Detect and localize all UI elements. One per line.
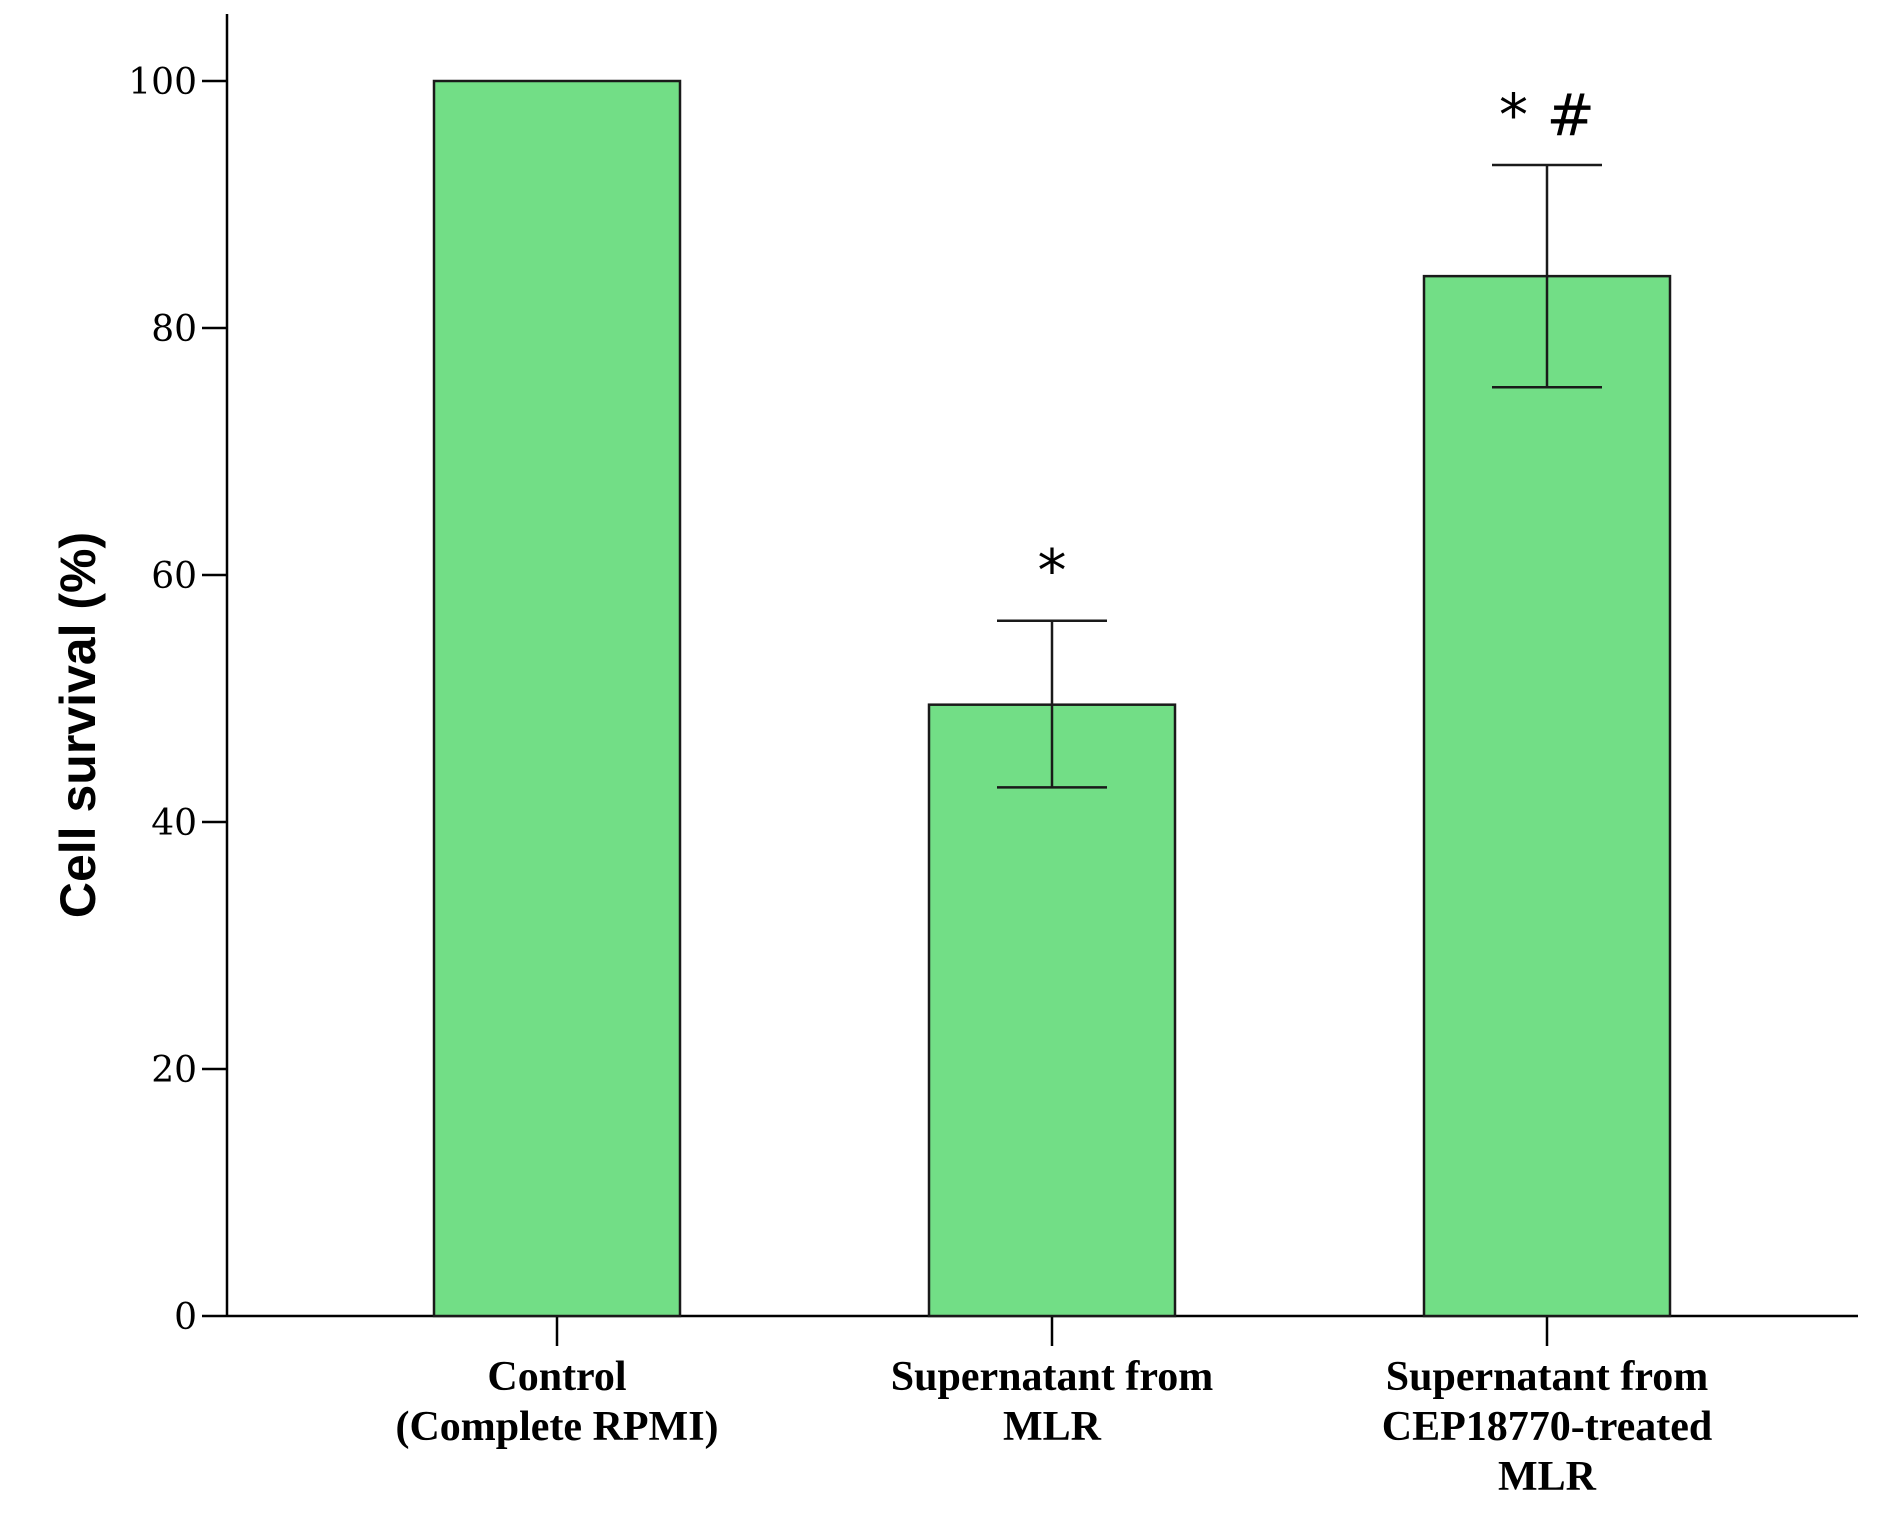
y-tick-label: 80 — [151, 309, 197, 350]
y-axis-title: Cell survival (%) — [50, 532, 106, 918]
bar — [432, 79, 682, 1318]
bar — [927, 703, 1177, 1318]
x-tick-label: Supernatant from — [1386, 1354, 1708, 1400]
x-tick-label: (Complete RPMI) — [395, 1404, 718, 1450]
y-tick-label: 0 — [174, 1297, 197, 1338]
y-tick-label: 20 — [151, 1050, 197, 1091]
y-tick-label: 100 — [128, 62, 197, 103]
labels-layer: Control(Complete RPMI)Supernatant fromML… — [395, 81, 1712, 1500]
bars-layer — [432, 79, 1672, 1318]
y-tick-label: 60 — [151, 556, 197, 597]
significance-annotation: * — [1038, 537, 1067, 605]
bar — [1422, 274, 1672, 1318]
y-tick-label: 40 — [151, 803, 197, 844]
x-tick-label: CEP18770-treated — [1382, 1404, 1712, 1450]
significance-annotation: * # — [1499, 81, 1595, 149]
x-tick-label: MLR — [1003, 1404, 1102, 1450]
x-tick-label: Supernatant from — [891, 1354, 1213, 1400]
x-tick-label: MLR — [1498, 1454, 1597, 1500]
x-tick-label: Control — [487, 1354, 626, 1400]
error-bars-layer — [997, 163, 1602, 789]
